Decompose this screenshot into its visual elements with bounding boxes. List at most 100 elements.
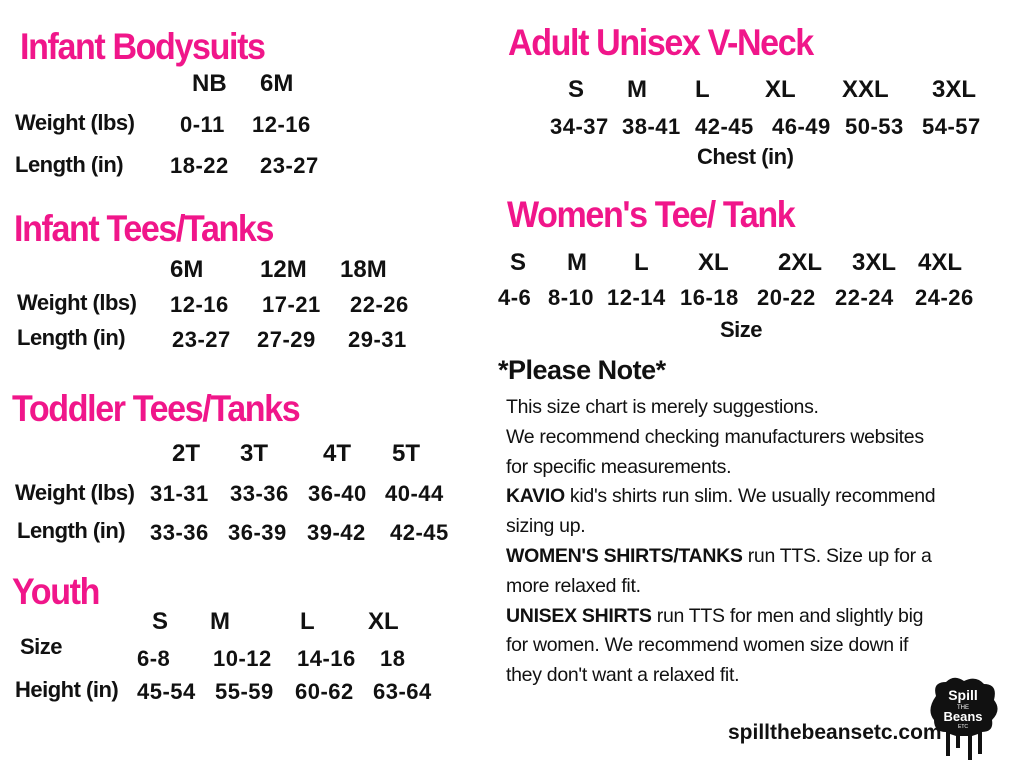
note-line: UNISEX SHIRTS run TTS for men and slight…: [506, 604, 924, 627]
svg-text:Beans: Beans: [943, 709, 982, 724]
note-text: for specific measurements.: [506, 455, 732, 478]
size-header: 2T: [172, 440, 201, 467]
size-header: 3XL: [852, 249, 897, 276]
size-header: NB: [192, 70, 227, 97]
size-header: XL: [368, 608, 399, 635]
table-cell: 27-29: [257, 327, 316, 352]
table-cell: 63-64: [373, 679, 432, 704]
spill-the-beans-logo: Spill THE Beans ETC: [930, 677, 998, 760]
size-header: 4XL: [918, 249, 963, 276]
size-header: 6M: [260, 70, 294, 97]
note-line: sizing up.: [506, 515, 586, 538]
table-cell: 12-14: [607, 285, 666, 310]
size-header: 5T: [392, 440, 421, 467]
note-text: This size chart is merely suggestions.: [506, 396, 819, 418]
note-emphasis: KAVIO: [506, 485, 565, 508]
size-header: 12M: [260, 256, 307, 283]
table-cell: 46-49: [772, 114, 831, 139]
row-label: Length (in): [17, 518, 126, 543]
unit-label: Size: [720, 317, 763, 342]
size-header: M: [210, 608, 230, 635]
size-header: L: [300, 608, 315, 635]
note-text: more relaxed fit.: [506, 574, 641, 597]
please-note-title: *Please Note*: [498, 355, 666, 385]
table-cell: 42-45: [390, 520, 449, 545]
size-header: L: [695, 76, 710, 103]
size-header: XL: [698, 249, 729, 276]
table-cell: 18-22: [170, 153, 229, 178]
size-header: 2XL: [778, 249, 823, 276]
svg-text:Spill: Spill: [948, 687, 978, 703]
size-header: 6M: [170, 256, 204, 283]
infant-bodysuits-title: Infant Bodysuits: [20, 26, 266, 67]
row-label: Length (in): [15, 152, 124, 177]
table-cell: 34-37: [550, 114, 609, 139]
size-header: XXL: [842, 76, 889, 103]
note-text: kid's shirts run slim. We usually recomm…: [564, 485, 936, 508]
table-cell: 36-40: [308, 481, 367, 506]
row-label: Length (in): [17, 325, 126, 350]
table-cell: 8-10: [548, 285, 595, 310]
adult-unisex-title: Adult Unisex V-Neck: [508, 22, 814, 63]
youth-title: Youth: [12, 571, 100, 612]
note-line: for specific measurements.: [506, 455, 732, 478]
table-cell: 39-42: [307, 520, 366, 545]
note-text: run TTS. Size up for a: [742, 545, 932, 567]
table-cell: 23-27: [172, 327, 231, 352]
row-label: Weight (lbs): [15, 110, 135, 135]
note-line: We recommend checking manufacturers webs…: [506, 425, 924, 448]
table-cell: 14-16: [297, 646, 356, 671]
note-line: for women. We recommend women size down …: [506, 636, 908, 656]
size-header: M: [627, 76, 647, 103]
table-cell: 18: [380, 646, 406, 671]
table-cell: 33-36: [150, 520, 209, 545]
table-cell: 24-26: [915, 285, 974, 310]
size-header: XL: [765, 76, 796, 103]
note-line: This size chart is merely suggestions.: [506, 396, 819, 418]
size-header: L: [634, 249, 649, 276]
table-cell: 22-24: [835, 285, 894, 310]
table-cell: 22-26: [350, 292, 409, 317]
note-line: they don't want a relaxed fit.: [506, 664, 740, 687]
table-cell: 12-16: [252, 112, 311, 137]
row-label: Size: [20, 634, 63, 659]
table-cell: 20-22: [757, 285, 816, 310]
note-text: they don't want a relaxed fit.: [506, 664, 740, 687]
row-label: Weight (lbs): [15, 480, 135, 505]
note-text: for women. We recommend women size down …: [506, 634, 909, 657]
svg-text:THE: THE: [957, 705, 969, 711]
unit-label: Chest (in): [697, 144, 794, 169]
size-header: 4T: [323, 440, 352, 467]
website-link[interactable]: spillthebeansetc.com: [728, 721, 942, 744]
table-cell: 54-57: [922, 114, 981, 139]
row-label: Weight (lbs): [17, 290, 137, 315]
note-text: We recommend checking manufacturers webs…: [506, 425, 924, 448]
note-emphasis: WOMEN'S SHIRTS/TANKS: [506, 545, 743, 567]
size-header: 18M: [340, 256, 387, 283]
note-line: WOMEN'S SHIRTS/TANKS run TTS. Size up fo…: [506, 545, 932, 567]
table-cell: 0-11: [180, 112, 225, 137]
note-text: sizing up.: [506, 515, 586, 538]
table-cell: 50-53: [845, 114, 904, 139]
size-header: M: [567, 249, 587, 276]
note-text: run TTS for men and slightly big: [651, 604, 924, 627]
size-header: S: [152, 608, 169, 635]
note-line: more relaxed fit.: [506, 574, 641, 597]
table-cell: 31-31: [150, 481, 209, 506]
table-cell: 10-12: [213, 646, 272, 671]
size-header: S: [510, 249, 527, 276]
svg-text:ETC: ETC: [958, 724, 968, 730]
table-cell: 29-31: [348, 327, 407, 352]
table-cell: 4-6: [498, 285, 532, 310]
table-cell: 40-44: [385, 481, 444, 506]
table-cell: 16-18: [680, 285, 739, 310]
size-header: 3T: [240, 440, 269, 467]
table-cell: 45-54: [137, 679, 196, 704]
table-cell: 17-21: [262, 292, 321, 317]
table-cell: 38-41: [622, 114, 681, 139]
table-cell: 12-16: [170, 292, 229, 317]
note-line: KAVIO kid's shirts run slim. We usually …: [506, 485, 936, 508]
womens-tee-title: Women's Tee/ Tank: [507, 194, 796, 235]
infant-tees-title: Infant Tees/Tanks: [14, 208, 274, 249]
size-header: 3XL: [932, 76, 977, 103]
